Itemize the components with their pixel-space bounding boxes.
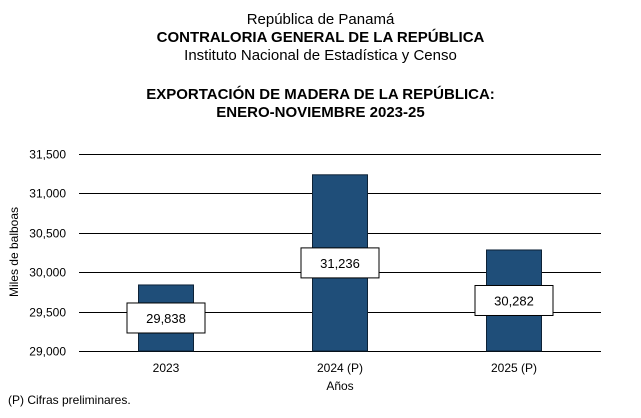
data-labels: 29,838 31,236 30,282 [126, 247, 554, 334]
x-axis-label: Años [326, 379, 353, 393]
header-department: Instituto Nacional de Estadística y Cens… [184, 47, 457, 64]
y-tick-label: 29,500 [29, 306, 66, 320]
data-label: 30,282 [494, 293, 534, 308]
data-label-box [474, 284, 554, 316]
x-tick-label: 2024 (P) [317, 361, 363, 375]
y-tick-label: 30,500 [29, 227, 66, 241]
y-axis-ticks: 29,000 29,500 30,000 30,500 31,000 31,500 [29, 148, 66, 359]
chart-title: EXPORTACIÓN DE MADERA DE LA REPÚBLICA: [146, 86, 495, 103]
x-tick-label: 2023 [153, 361, 180, 375]
y-axis-label: Miles de balboas [7, 207, 21, 297]
x-tick-label: 2025 (P) [491, 361, 537, 375]
footnote: (P) Cifras preliminares. [8, 393, 131, 407]
header-country: República de Panamá [246, 11, 395, 28]
y-tick-label: 31,000 [29, 187, 66, 201]
y-tick-label: 30,000 [29, 266, 66, 280]
data-label: 31,236 [320, 256, 360, 271]
x-axis-ticks: 2023 2024 (P) 2025 (P) [153, 361, 537, 375]
data-label: 29,838 [146, 311, 186, 326]
header-institution: CONTRALORIA GENERAL DE LA REPÚBLICA [156, 29, 485, 46]
data-label-box [126, 302, 206, 334]
chart-subtitle: ENERO-NOVIEMBRE 2023-25 [216, 104, 425, 121]
y-tick-label: 29,000 [29, 345, 66, 359]
data-label-box [300, 247, 380, 279]
y-tick-label: 31,500 [29, 148, 66, 162]
